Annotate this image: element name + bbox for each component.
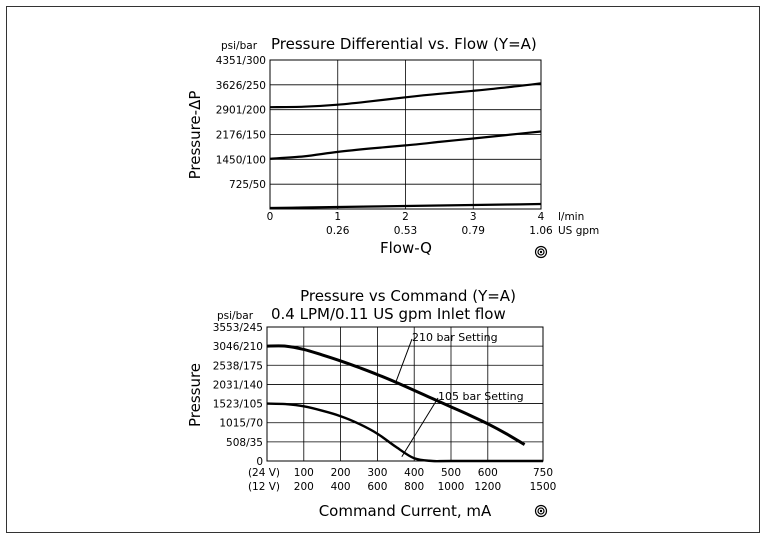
x-tick-label: 4 — [538, 211, 545, 223]
x-tick-sublabel: 1200 — [474, 481, 501, 493]
x-tick-label: 3 — [470, 211, 477, 223]
y-tick-label: 2901/200 — [216, 105, 266, 117]
y-unit-label: psi/bar — [221, 40, 258, 52]
y-tick-label: 508/35 — [226, 437, 263, 449]
x-tick-sublabel: 1500 — [530, 481, 557, 493]
y-tick-label: 0 — [256, 456, 263, 468]
callout-leader-210 — [395, 338, 413, 383]
x-tick-label: 2 — [402, 211, 409, 223]
x-tick-sublabel: 1.06 — [529, 225, 553, 237]
chart-subtitle: 0.4 LPM/0.11 US gpm Inlet flow — [271, 305, 506, 323]
y-tick-label: 3626/250 — [216, 80, 266, 92]
y-tick-label: 2176/150 — [216, 130, 266, 142]
y-tick-label: 1450/100 — [216, 154, 266, 166]
x-tick-label: 100 — [294, 467, 314, 479]
plot-frame — [266, 326, 544, 462]
series-line-1 — [269, 130, 542, 160]
x-row-label-24v: (24 V) — [248, 467, 280, 479]
x-axis-title: Flow-Q — [380, 239, 432, 257]
series-line-0 — [269, 202, 542, 210]
figure-frame — [6, 6, 760, 533]
gear-icon — [534, 504, 548, 518]
x-unit-primary: l/min — [558, 211, 584, 223]
series-line-2 — [269, 82, 542, 109]
x-tick-label: 500 — [441, 467, 461, 479]
y-tick-label: 725/50 — [229, 179, 266, 191]
gear-icon-center — [539, 509, 543, 513]
x-tick-sublabel: 0.79 — [462, 225, 485, 237]
x-tick-sublabel: 0.26 — [326, 225, 350, 237]
x-tick-sublabel: 400 — [331, 481, 351, 493]
x-row-label-12v: (12 V) — [248, 481, 280, 493]
y-tick-label: 3553/245 — [213, 322, 263, 334]
callout-leader-105 — [401, 397, 439, 458]
gear-icon-ring — [537, 507, 545, 515]
y-axis-title: Pressure-ΔP — [186, 91, 204, 180]
x-tick-label: 0 — [267, 211, 274, 223]
x-tick-label: 1 — [334, 211, 341, 223]
y-tick-label: 1523/105 — [213, 399, 263, 411]
series-label-210: 210 bar Setting — [412, 331, 498, 344]
x-tick-sublabel: 800 — [404, 481, 424, 493]
x-tick-sublabel: 200 — [294, 481, 314, 493]
plot-frame — [269, 59, 542, 210]
y-tick-label: 2538/175 — [213, 360, 263, 372]
y-tick-label: 1015/70 — [219, 418, 263, 430]
x-tick-label: 600 — [478, 467, 498, 479]
x-tick-label: 400 — [404, 467, 424, 479]
y-tick-label: 3046/210 — [213, 341, 263, 353]
chart-title: Pressure vs Command (Y=A) — [300, 287, 516, 305]
y-axis-title: Pressure — [186, 363, 204, 427]
series-label-105: 105 bar Setting — [438, 390, 524, 403]
series-line-1 — [266, 402, 543, 463]
gear-icon-ring — [537, 248, 545, 256]
x-tick-sublabel: 1000 — [438, 481, 465, 493]
y-unit-label: psi/bar — [217, 310, 254, 322]
x-tick-label: 750 — [533, 467, 553, 479]
x-tick-label: 300 — [367, 467, 387, 479]
y-tick-label: 4351/300 — [216, 55, 266, 67]
x-unit-secondary: US gpm — [558, 225, 599, 237]
x-tick-label: 200 — [331, 467, 351, 479]
x-tick-sublabel: 0.53 — [394, 225, 417, 237]
x-tick-sublabel: 600 — [367, 481, 387, 493]
chart-title: Pressure Differential vs. Flow (Y=A) — [271, 35, 537, 53]
gear-icon — [534, 245, 548, 259]
x-axis-title: Command Current, mA — [319, 502, 492, 520]
y-tick-label: 2031/140 — [213, 379, 263, 391]
gear-icon-center — [539, 250, 543, 254]
